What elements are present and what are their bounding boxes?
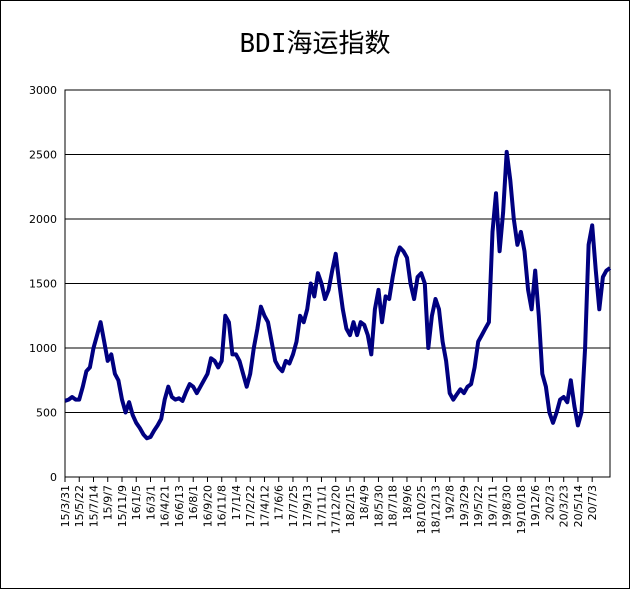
x-tick-label: 19/10/18 [515,485,528,534]
x-tick-label: 17/6/6 [273,485,286,520]
x-tick-label: 19/12/6 [529,485,542,527]
x-tick-label: 15/7/14 [87,485,100,527]
x-tick-label: 18/5/30 [372,485,385,527]
x-tick-label: 15/3/31 [59,485,72,527]
x-tick-label: 18/9/6 [401,485,414,520]
x-tick-label: 17/4/12 [258,485,271,527]
x-tick-label: 16/1/5 [130,485,143,520]
x-tick-label: 20/5/14 [572,485,585,527]
y-tick-label: 2000 [29,213,57,226]
x-tick-label: 16/6/13 [173,485,186,527]
y-tick-label: 1000 [29,342,57,355]
x-tick-label: 19/3/29 [458,485,471,527]
x-tick-label: 17/12/20 [330,485,343,534]
y-tick-label: 1500 [29,278,57,291]
y-tick-label: 3000 [29,84,57,97]
x-tick-label: 19/8/30 [501,485,514,527]
x-tick-label: 16/11/8 [216,485,229,527]
x-tick-label: 17/9/13 [301,485,314,527]
x-tick-label: 16/3/1 [144,485,157,520]
x-tick-label: 20/2/3 [543,485,556,520]
x-tick-label: 16/4/21 [159,485,172,527]
y-tick-label: 0 [50,471,57,484]
y-tick-label: 500 [36,407,57,420]
x-tick-label: 15/11/9 [116,485,129,527]
x-tick-label: 19/7/11 [486,485,499,527]
x-tick-label: 16/9/20 [201,485,214,527]
x-tick-label: 19/5/22 [472,485,485,527]
x-tick-label: 19/2/8 [444,485,457,520]
x-tick-label: 18/10/25 [415,485,428,534]
x-tick-label: 17/11/1 [315,485,328,527]
y-tick-label: 2500 [29,149,57,162]
x-tick-label: 17/2/22 [244,485,257,527]
x-tick-label: 16/8/1 [187,485,200,520]
x-tick-label: 17/7/25 [287,485,300,527]
x-tick-label: 17/1/4 [230,485,243,520]
chart-title: BDI海运指数 [240,29,391,59]
x-tick-label: 18/4/9 [358,485,371,520]
x-tick-label: 18/7/18 [387,485,400,527]
x-tick-label: 15/5/22 [73,485,86,527]
x-tick-label: 20/7/3 [586,485,599,520]
line [64,149,612,441]
x-tick-label: 18/12/13 [429,485,442,534]
x-tick-label: 15/9/7 [102,485,115,520]
x-tick-label: 18/2/15 [344,485,357,527]
x-tick-label: 20/3/23 [558,485,571,527]
